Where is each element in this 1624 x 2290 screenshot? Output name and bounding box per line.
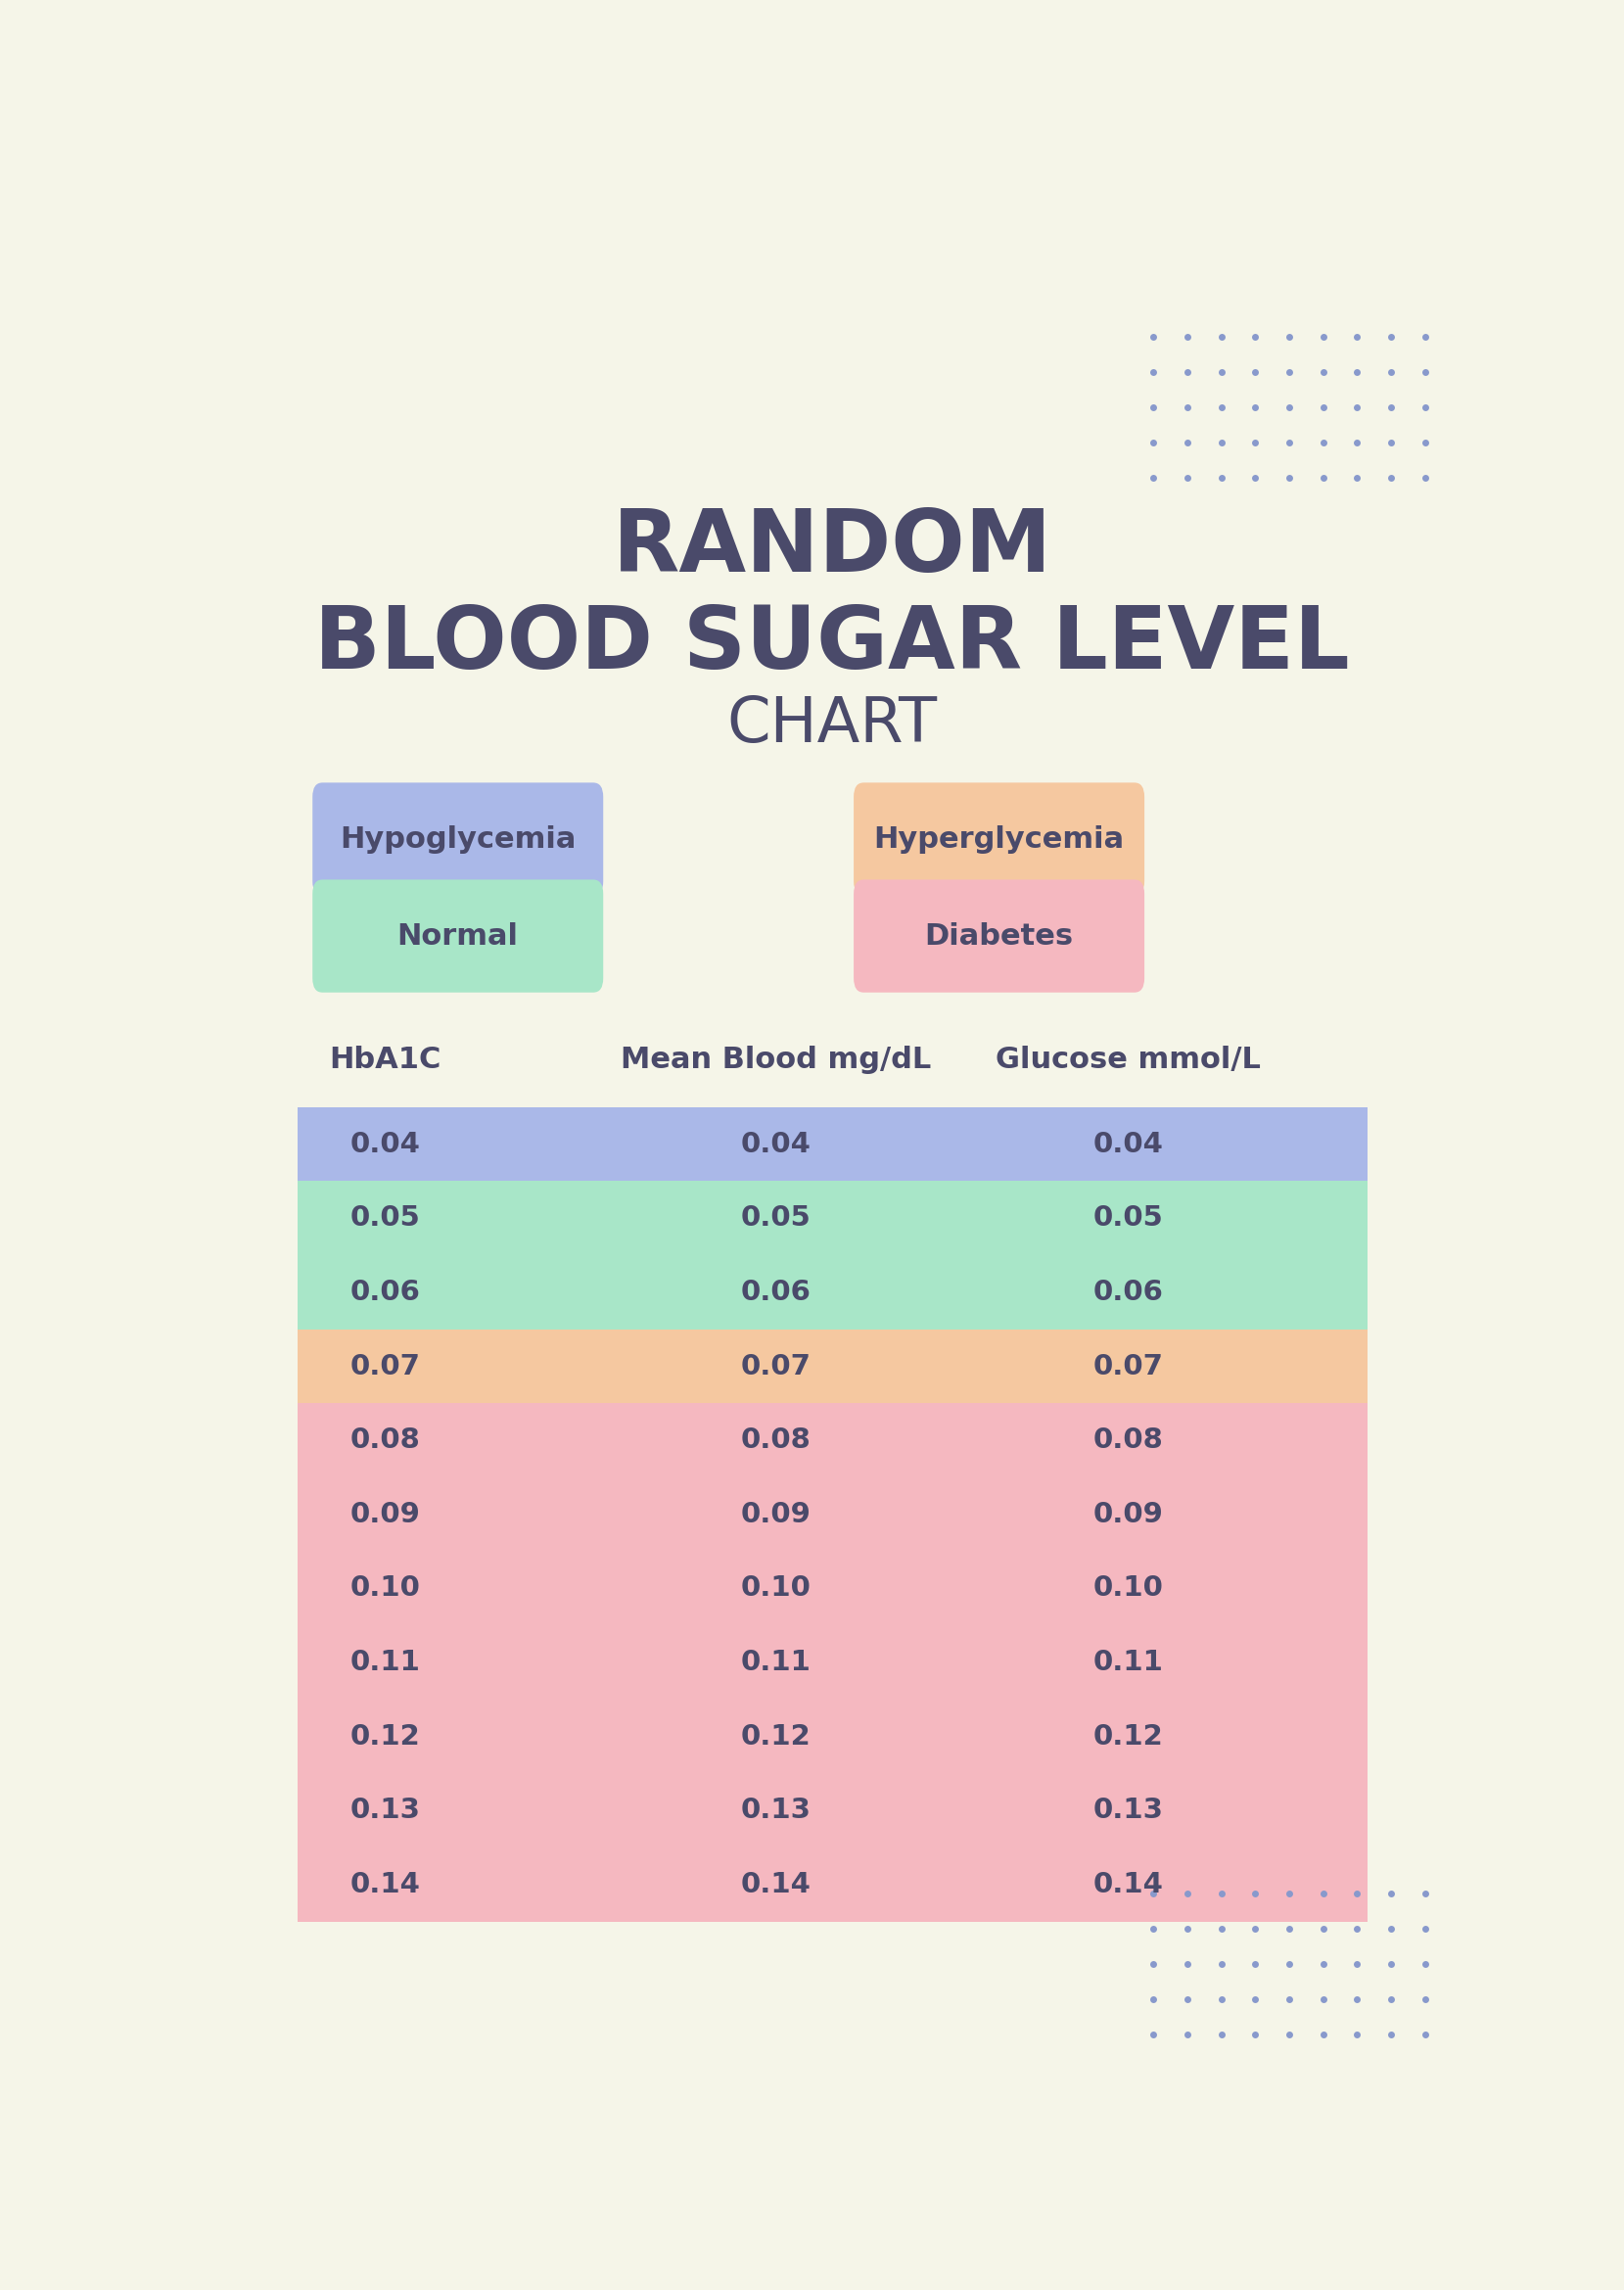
Text: Glucose mmol/L: Glucose mmol/L [996,1044,1260,1074]
Text: 0.14: 0.14 [351,1871,421,1898]
Bar [297,1477,1367,1550]
Text: 0.07: 0.07 [1093,1353,1163,1381]
Text: HbA1C: HbA1C [330,1044,442,1074]
Bar [297,1255,1367,1328]
Text: 0.05: 0.05 [351,1205,421,1232]
FancyBboxPatch shape [312,879,603,992]
Text: 0.09: 0.09 [741,1500,810,1527]
Text: 0.11: 0.11 [351,1649,421,1676]
Text: 0.07: 0.07 [741,1353,810,1381]
Text: 0.11: 0.11 [1093,1649,1163,1676]
FancyBboxPatch shape [312,783,603,895]
Bar [297,1182,1367,1255]
Text: 0.08: 0.08 [1093,1427,1163,1454]
Text: 0.11: 0.11 [741,1649,810,1676]
Text: 0.12: 0.12 [741,1722,810,1750]
Text: 0.04: 0.04 [351,1131,421,1159]
Text: 0.08: 0.08 [741,1427,810,1454]
Text: 0.09: 0.09 [1093,1500,1163,1527]
Text: 0.12: 0.12 [1093,1722,1163,1750]
Text: 0.13: 0.13 [351,1798,421,1825]
Text: 0.06: 0.06 [351,1278,421,1305]
FancyBboxPatch shape [854,783,1145,895]
Text: 0.06: 0.06 [741,1278,810,1305]
Text: 0.08: 0.08 [351,1427,421,1454]
Text: Hypoglycemia: Hypoglycemia [339,824,577,854]
Bar [297,1772,1367,1848]
Text: 0.09: 0.09 [351,1500,421,1527]
Bar [297,1404,1367,1477]
Bar [297,1550,1367,1626]
Text: 0.05: 0.05 [741,1205,810,1232]
Text: 0.05: 0.05 [1093,1205,1163,1232]
Text: 0.04: 0.04 [1093,1131,1163,1159]
Text: 0.10: 0.10 [351,1576,421,1603]
Bar [297,1848,1367,1921]
Text: CHART: CHART [728,694,937,756]
Text: 0.07: 0.07 [351,1353,421,1381]
Text: 0.13: 0.13 [1093,1798,1163,1825]
Text: RANDOM: RANDOM [612,506,1052,591]
Text: Mean Blood mg/dL: Mean Blood mg/dL [620,1044,931,1074]
Bar [297,1328,1367,1404]
Text: Diabetes: Diabetes [924,923,1073,950]
Bar [297,1699,1367,1772]
Text: 0.12: 0.12 [351,1722,421,1750]
Text: 0.14: 0.14 [1093,1871,1163,1898]
Text: BLOOD SUGAR LEVEL: BLOOD SUGAR LEVEL [315,602,1350,687]
Text: Hyperglycemia: Hyperglycemia [874,824,1124,854]
Bar [297,1626,1367,1699]
Text: 0.10: 0.10 [1093,1576,1163,1603]
Text: 0.10: 0.10 [741,1576,810,1603]
Bar [297,1106,1367,1182]
Text: 0.06: 0.06 [1093,1278,1163,1305]
Text: Normal: Normal [398,923,518,950]
Text: 0.04: 0.04 [741,1131,810,1159]
FancyBboxPatch shape [854,879,1145,992]
Text: 0.14: 0.14 [741,1871,810,1898]
Text: 0.13: 0.13 [741,1798,810,1825]
